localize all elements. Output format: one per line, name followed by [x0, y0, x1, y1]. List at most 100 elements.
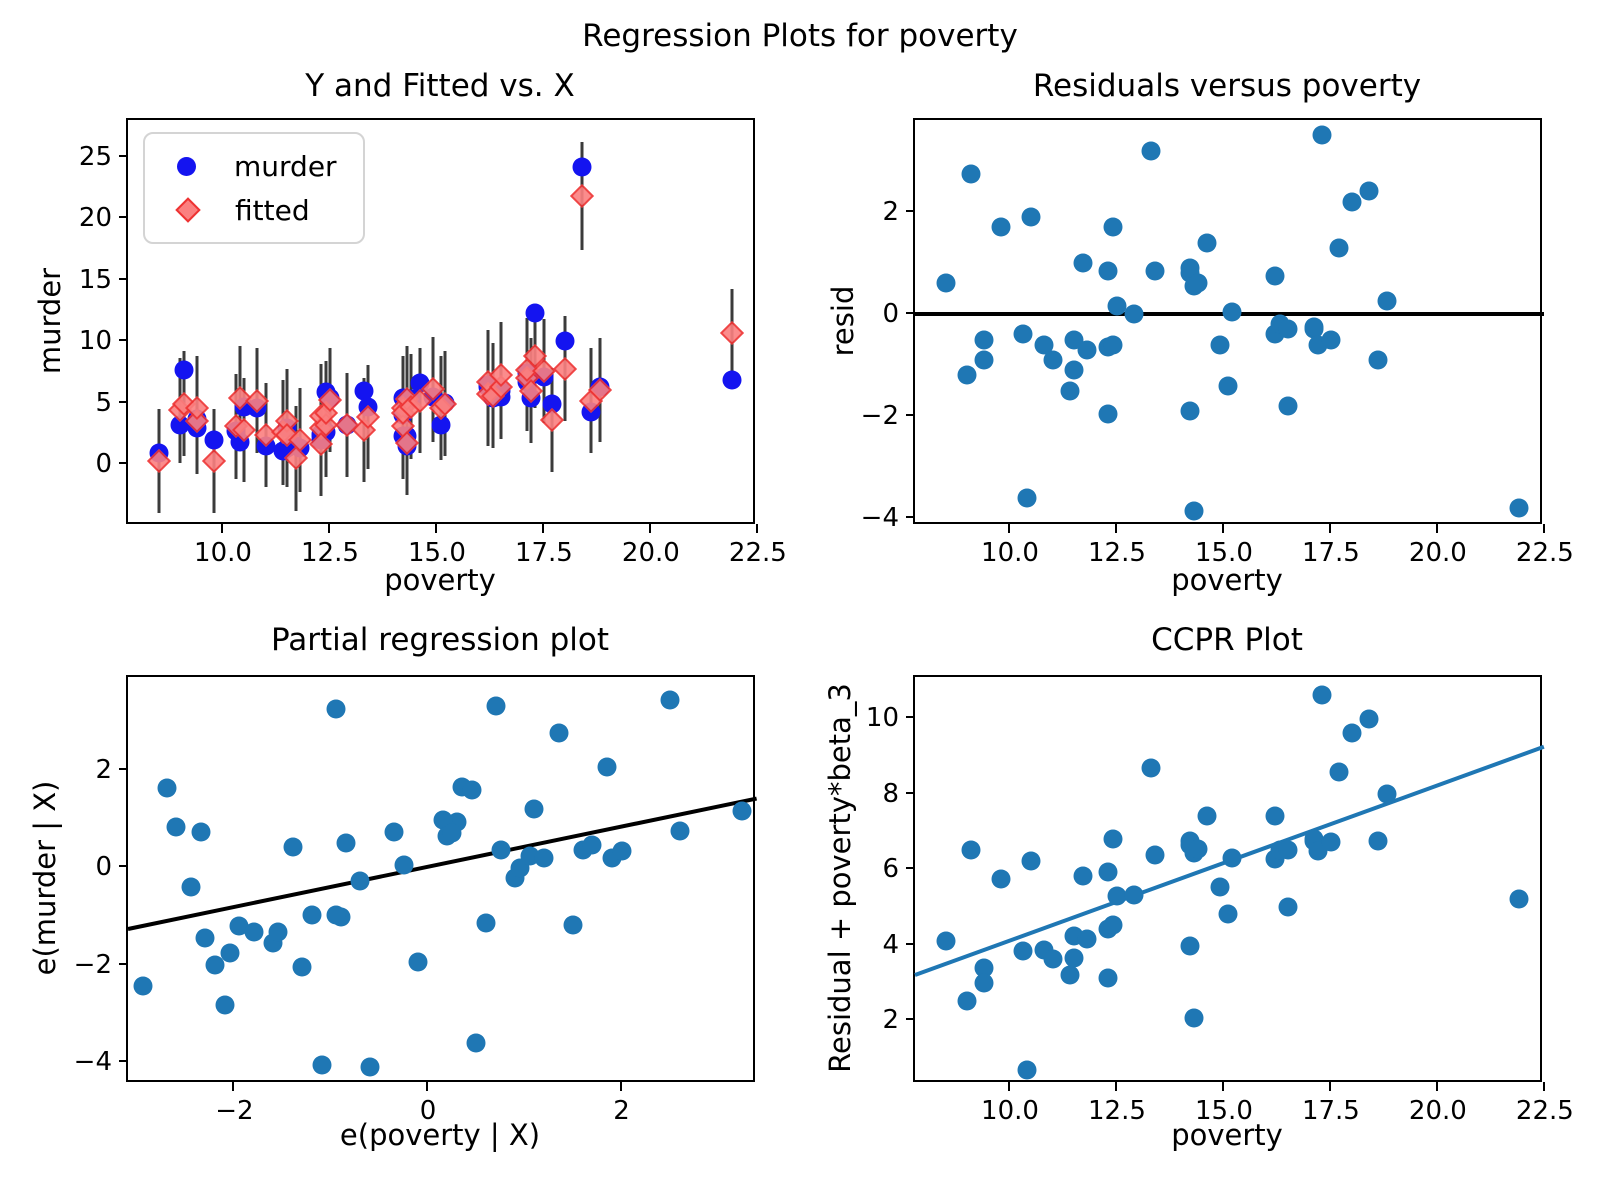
- data-point: [1265, 806, 1285, 826]
- x-axis-label-poverty-2: poverty: [1171, 563, 1283, 597]
- data-point: [442, 823, 462, 843]
- x-tick: [1328, 1082, 1331, 1091]
- data-point: [1222, 302, 1242, 321]
- data-point-fitted: [720, 320, 745, 345]
- data-point: [1368, 350, 1388, 370]
- data-point: [1098, 404, 1118, 424]
- data-point: [670, 821, 690, 841]
- data-point: [1103, 217, 1123, 237]
- x-tick: [327, 524, 330, 533]
- x-tick-label: 17.5: [514, 538, 573, 568]
- data-point: [1043, 949, 1063, 968]
- data-point: [157, 778, 177, 798]
- data-point: [486, 696, 506, 716]
- data-point: [1124, 304, 1144, 324]
- y-tick: [119, 962, 128, 965]
- data-point: [936, 273, 956, 293]
- x-tick-label: 22.5: [1515, 538, 1574, 568]
- data-point: [312, 1055, 332, 1074]
- y-tick-label: 10: [865, 703, 899, 734]
- data-point: [350, 871, 370, 891]
- y-tick-label: 2: [882, 196, 899, 227]
- data-point: [1197, 806, 1217, 826]
- data-point: [1278, 396, 1298, 416]
- data-point: [1329, 762, 1349, 782]
- data-point-murder: [170, 415, 190, 435]
- y-tick-label: 8: [882, 778, 899, 809]
- data-point: [974, 958, 994, 978]
- x-tick: [220, 524, 223, 533]
- x-tick-label: 10.0: [981, 538, 1039, 568]
- data-point-murder: [354, 381, 374, 401]
- y-tick-label: 5: [95, 387, 112, 418]
- data-point-murder: [431, 415, 451, 435]
- data-point: [520, 846, 540, 866]
- data-point: [1329, 238, 1349, 258]
- data-point: [961, 164, 981, 184]
- x-tick: [541, 524, 544, 533]
- data-point: [1278, 319, 1298, 339]
- y-tick-label: 0: [95, 852, 112, 883]
- data-point-fitted: [202, 448, 227, 473]
- data-point: [166, 817, 186, 837]
- y-tick: [906, 312, 915, 315]
- y-tick: [906, 414, 915, 417]
- data-point-murder: [542, 394, 562, 414]
- data-point-fitted: [570, 184, 595, 209]
- data-point: [220, 943, 240, 963]
- y-tick: [906, 1017, 915, 1020]
- data-point: [1098, 968, 1118, 988]
- plot-area-y-fitted-vs-x: 10.0 12.5 15.0 17.5 20.0 22.5 0 5 10 15 20 25: [79, 118, 787, 568]
- subplot-title-residuals: Residuals versus poverty: [1032, 68, 1422, 104]
- data-point: [732, 801, 752, 821]
- data-point: [205, 955, 225, 975]
- data-point: [195, 928, 215, 948]
- legend-label-murder: murder: [234, 149, 337, 183]
- data-point: [1210, 877, 1230, 897]
- legend-item-murder: murder: [163, 144, 337, 188]
- y-tick: [119, 277, 128, 280]
- y-tick-label: 0: [95, 449, 112, 480]
- data-point: [549, 723, 569, 743]
- data-point: [1017, 488, 1037, 508]
- x-tick-label: 17.5: [1301, 538, 1360, 568]
- data-point: [1377, 291, 1397, 311]
- x-tick: [1435, 1082, 1438, 1091]
- x-axis-label-e-poverty: e(poverty | X): [339, 1118, 541, 1152]
- data-point: [1064, 948, 1084, 968]
- data-point: [961, 840, 981, 860]
- y-tick-label: −4: [73, 1047, 112, 1078]
- data-point: [326, 905, 346, 925]
- subplot-title-partial-regression: Partial regression plot: [270, 622, 610, 658]
- plot-area-ccpr: 10.0 12.5 15.0 17.5 20.0 22.5 2 4 6 8 10: [866, 675, 1574, 1126]
- data-point: [1060, 965, 1080, 985]
- data-point: [229, 916, 249, 936]
- x-tick: [1221, 524, 1224, 533]
- data-point: [1359, 709, 1379, 729]
- y-tick: [119, 400, 128, 403]
- data-point: [1145, 845, 1165, 865]
- data-point: [1184, 1008, 1204, 1028]
- data-point: [1043, 350, 1063, 370]
- data-point: [991, 217, 1011, 237]
- y-tick-label: 15: [78, 264, 112, 295]
- y-tick-label: 4: [882, 929, 899, 960]
- data-point: [1222, 848, 1242, 867]
- data-point: [1342, 192, 1362, 212]
- data-point-murder: [204, 430, 224, 450]
- x-tick: [648, 524, 651, 533]
- y-tick-label: 2: [95, 754, 112, 785]
- data-point: [1188, 273, 1208, 293]
- data-point: [336, 833, 356, 853]
- y-axis-label-resid: resid: [826, 285, 860, 357]
- y-tick: [119, 154, 128, 157]
- x-tick: [1007, 524, 1010, 533]
- data-point: [534, 848, 554, 868]
- data-point: [394, 855, 414, 875]
- data-point: [582, 835, 602, 855]
- data-point: [1312, 685, 1332, 705]
- x-tick: [755, 524, 758, 533]
- data-point: [1278, 840, 1298, 860]
- data-point: [1124, 885, 1144, 905]
- x-tick: [232, 1082, 235, 1091]
